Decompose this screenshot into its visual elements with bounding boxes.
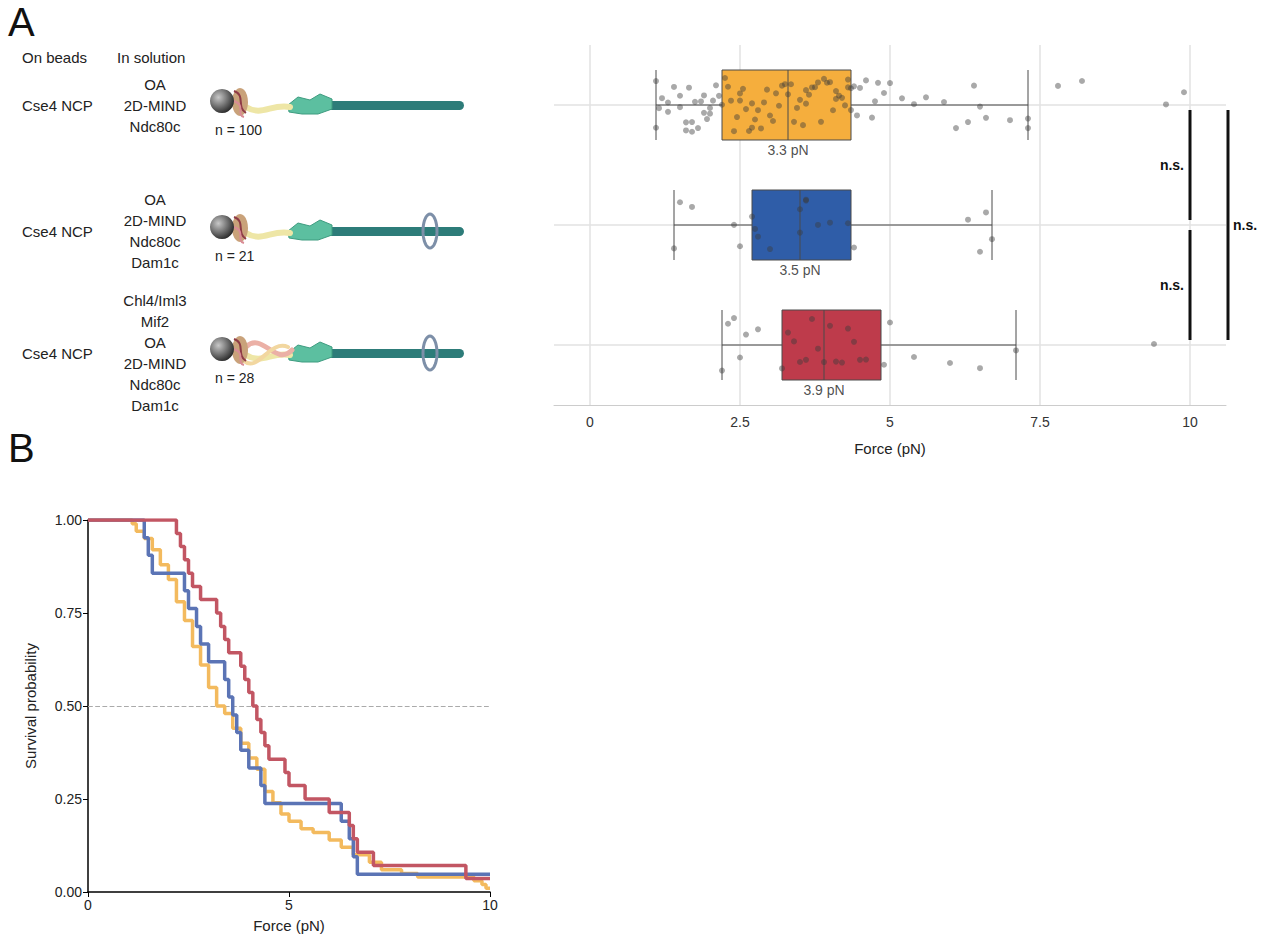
svg-text:n = 100: n = 100 xyxy=(215,122,262,138)
svg-text:n = 28: n = 28 xyxy=(215,370,255,386)
svg-text:OA: OA xyxy=(144,76,166,93)
svg-text:Cse4 NCP: Cse4 NCP xyxy=(22,97,93,114)
svg-text:0.00: 0.00 xyxy=(55,884,82,900)
svg-text:0: 0 xyxy=(586,414,594,430)
svg-text:1.00: 1.00 xyxy=(55,512,82,528)
svg-text:5: 5 xyxy=(285,897,293,913)
svg-text:OA: OA xyxy=(144,191,166,208)
svg-text:Force (pN): Force (pN) xyxy=(253,917,325,934)
svg-text:5: 5 xyxy=(886,414,894,430)
svg-text:0.50: 0.50 xyxy=(55,698,82,714)
svg-text:2D-MIND: 2D-MIND xyxy=(124,355,187,372)
svg-text:n.s.: n.s. xyxy=(1233,217,1257,233)
svg-text:Cse4 NCP: Cse4 NCP xyxy=(22,223,93,240)
svg-text:7.5: 7.5 xyxy=(1030,414,1050,430)
svg-text:0.75: 0.75 xyxy=(55,605,82,621)
svg-text:A: A xyxy=(8,0,35,44)
svg-text:0: 0 xyxy=(84,897,92,913)
svg-text:3.9 pN: 3.9 pN xyxy=(803,382,844,398)
svg-text:Cse4 NCP: Cse4 NCP xyxy=(22,345,93,362)
svg-text:3.3 pN: 3.3 pN xyxy=(767,142,808,158)
svg-text:n.s.: n.s. xyxy=(1160,277,1184,293)
svg-text:Survival probability: Survival probability xyxy=(22,643,39,769)
svg-text:2D-MIND: 2D-MIND xyxy=(124,97,187,114)
svg-text:On beads: On beads xyxy=(22,49,87,66)
svg-text:B: B xyxy=(8,426,35,470)
svg-text:In solution: In solution xyxy=(117,49,185,66)
svg-text:Chl4/Iml3: Chl4/Iml3 xyxy=(123,292,186,309)
svg-text:0.25: 0.25 xyxy=(55,791,82,807)
svg-text:n = 21: n = 21 xyxy=(215,248,255,264)
svg-text:Mif2: Mif2 xyxy=(141,313,169,330)
svg-text:Ndc80c: Ndc80c xyxy=(130,376,181,393)
svg-text:3.5 pN: 3.5 pN xyxy=(779,262,820,278)
svg-text:Ndc80c: Ndc80c xyxy=(130,118,181,135)
svg-text:OA: OA xyxy=(144,334,166,351)
svg-text:Force (pN): Force (pN) xyxy=(854,440,926,457)
svg-text:10: 10 xyxy=(482,897,498,913)
svg-text:Dam1c: Dam1c xyxy=(131,254,179,271)
svg-text:Ndc80c: Ndc80c xyxy=(130,233,181,250)
svg-text:2D-MIND: 2D-MIND xyxy=(124,212,187,229)
svg-text:n.s.: n.s. xyxy=(1160,157,1184,173)
svg-text:10: 10 xyxy=(1182,414,1198,430)
svg-text:2.5: 2.5 xyxy=(730,414,750,430)
svg-text:Dam1c: Dam1c xyxy=(131,397,179,414)
